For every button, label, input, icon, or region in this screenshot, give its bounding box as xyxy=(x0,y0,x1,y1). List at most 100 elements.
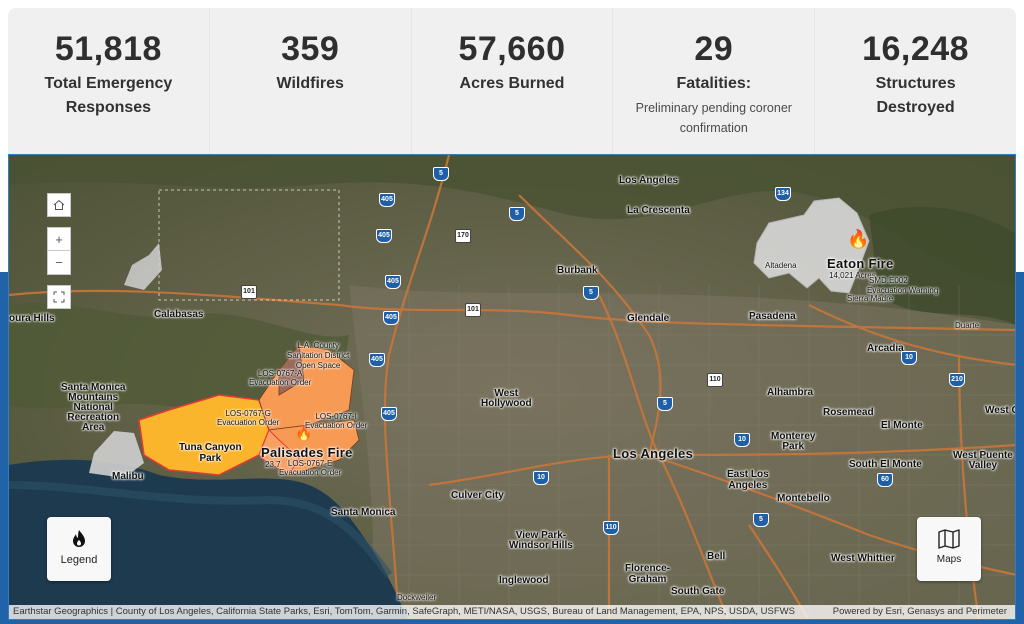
highway-shield: 134 xyxy=(775,187,791,201)
highway-shield: 405 xyxy=(376,229,392,243)
highway-shield: 10 xyxy=(734,433,750,447)
place-inglewood: Inglewood xyxy=(499,575,549,586)
maps-button[interactable]: Maps xyxy=(917,517,981,581)
attribution-sources[interactable]: Earthstar Geographics | County of Los An… xyxy=(13,606,795,617)
west-fire-perimeter[interactable] xyxy=(114,235,164,295)
eaton-fire-perimeter[interactable] xyxy=(749,193,889,303)
fire-icon xyxy=(47,529,111,554)
zone-id: LOS-0767-I xyxy=(315,412,357,421)
stat-label: Acres Burned xyxy=(459,75,565,92)
place-montebello: Montebello xyxy=(777,493,830,504)
expand-icon xyxy=(53,291,65,303)
place-calabasas: Calabasas xyxy=(154,309,204,320)
highway-shield: 405 xyxy=(369,353,385,367)
place-east-los-angeles: East Los Angeles xyxy=(727,469,769,491)
eaton-fire-icon: 🔥 xyxy=(847,229,870,249)
stat-acres-burned: 57,660 Acres Burned xyxy=(412,8,614,154)
eaton-fire-acres: 14,021 Acres xyxy=(829,271,876,280)
place-west-whittier: West Whittier xyxy=(831,553,895,564)
highway-shield: 5 xyxy=(657,397,673,411)
place-malibu: Malibu xyxy=(112,471,144,482)
home-button[interactable] xyxy=(47,193,71,217)
map-attribution: Earthstar Geographics | County of Los An… xyxy=(9,605,1015,619)
place-burbank: Burbank xyxy=(557,265,598,276)
place-duarte: Duarte xyxy=(955,321,980,330)
place-alhambra: Alhambra xyxy=(767,387,814,398)
palisades-fire-label[interactable]: Palisades Fire xyxy=(261,445,353,460)
highway-shield: 5 xyxy=(509,207,525,221)
highway-shield: 405 xyxy=(379,193,395,207)
highway-shield: 170 xyxy=(455,229,471,243)
eaton-zone-label: SMD.E002 xyxy=(869,276,908,285)
place-agoura-hills: oura Hills xyxy=(9,313,55,324)
highway-shield: 405 xyxy=(385,275,401,289)
stat-fatalities: 29 Fatalities: Preliminary pending coron… xyxy=(613,8,816,154)
zone-label[interactable]: LOS-0767-E Evacuation Order xyxy=(279,459,341,477)
maps-label: Maps xyxy=(936,554,962,565)
palisades-fire-zones[interactable] xyxy=(129,340,369,480)
place-south-gate: South Gate xyxy=(671,586,725,597)
place-santa-monica-mountains: Santa Monica Mountains National Recreati… xyxy=(61,382,126,433)
attribution-powered-by[interactable]: Powered by Esri, Genasys and Perimeter xyxy=(832,606,1007,617)
place-west-c: West C xyxy=(985,405,1016,416)
stat-label: Fatalities: xyxy=(676,75,752,92)
place-pasadena: Pasadena xyxy=(749,311,796,322)
highway-shield: 405 xyxy=(383,311,399,325)
palisades-fire-icon: 🔥 xyxy=(295,425,313,441)
place-altadena: Altadena xyxy=(765,261,797,270)
stat-structures-destroyed: 16,248 Structures Destroyed xyxy=(815,8,1016,154)
stat-wildfires: 359 Wildfires xyxy=(210,8,412,154)
eaton-zone-status: Evacuation Warning xyxy=(867,286,939,295)
zoom-in-button[interactable]: + xyxy=(47,227,71,251)
stat-value: 29 xyxy=(694,30,734,68)
place-rosemead: Rosemead xyxy=(823,407,874,418)
highway-shield: 60 xyxy=(877,473,893,487)
stat-label: Structures Destroyed xyxy=(875,75,956,116)
plus-icon: + xyxy=(55,231,63,247)
zone-id: LOS-0767-E xyxy=(287,459,333,468)
eaton-fire-label[interactable]: Eaton Fire xyxy=(827,256,894,271)
stat-label: Total Emergency Responses xyxy=(44,75,173,116)
stat-value: 51,818 xyxy=(54,30,162,68)
zone-status: Evacuation Order xyxy=(217,418,280,427)
place-sierra-madre: Sierra Madre xyxy=(847,294,894,303)
zone-status: Evacuation Order xyxy=(279,468,342,477)
stat-value: 16,248 xyxy=(862,30,970,68)
highway-shield: 5 xyxy=(753,513,769,527)
zoom-out-button[interactable]: − xyxy=(47,251,71,275)
place-los-angeles: Los Angeles xyxy=(613,446,694,461)
malibu-fire-perimeter[interactable] xyxy=(84,423,154,483)
zone-id: LOS-0767-A xyxy=(257,369,303,378)
stat-value: 359 xyxy=(281,30,340,68)
zone-label[interactable]: LOS-0767-G Evacuation Order xyxy=(217,409,279,427)
zone-label[interactable]: LOS-0767-I Evacuation Order xyxy=(305,412,367,430)
place-santa-monica: Santa Monica xyxy=(331,507,396,518)
highway-shield: 405 xyxy=(381,407,397,421)
stat-label: Wildfires xyxy=(276,75,344,92)
fire-map[interactable]: Los Angeles La Crescenta Burbank Glendal… xyxy=(8,154,1016,620)
place-arcadia: Arcadia xyxy=(867,343,904,354)
palisades-fire-acres: 23,7 xyxy=(265,460,281,469)
place-sanitation-district: L.A. County Sanitation District Open Spa… xyxy=(287,341,350,370)
stat-value: 57,660 xyxy=(458,30,566,68)
zone-status: Evacuation Order xyxy=(249,378,312,387)
minus-icon: − xyxy=(55,255,63,270)
stats-bar: 51,818 Total Emergency Responses 359 Wil… xyxy=(8,8,1016,154)
place-view-park: View Park- Windsor Hills xyxy=(509,530,573,551)
highway-shield: 10 xyxy=(901,351,917,365)
fullscreen-button[interactable] xyxy=(47,285,71,309)
map-icon xyxy=(917,529,981,554)
zone-id: LOS-0767-G xyxy=(225,409,271,418)
zone-label[interactable]: LOS-0767-A Evacuation Order xyxy=(249,369,311,387)
place-florence-graham: Florence- Graham xyxy=(625,563,671,585)
legend-button[interactable]: Legend xyxy=(47,517,111,581)
place-south-el-monte: South El Monte xyxy=(849,459,922,470)
place-los-angeles-north: Los Angeles xyxy=(619,175,679,186)
place-el-monte: El Monte xyxy=(881,420,923,431)
highway-shield: 110 xyxy=(603,521,619,535)
place-glendale: Glendale xyxy=(627,313,670,324)
highway-shield: 101 xyxy=(241,285,257,299)
highway-shield: 110 xyxy=(707,373,723,387)
place-west-hollywood: West Hollywood xyxy=(481,388,532,409)
place-dockweiler: Dockweiler xyxy=(397,593,437,602)
